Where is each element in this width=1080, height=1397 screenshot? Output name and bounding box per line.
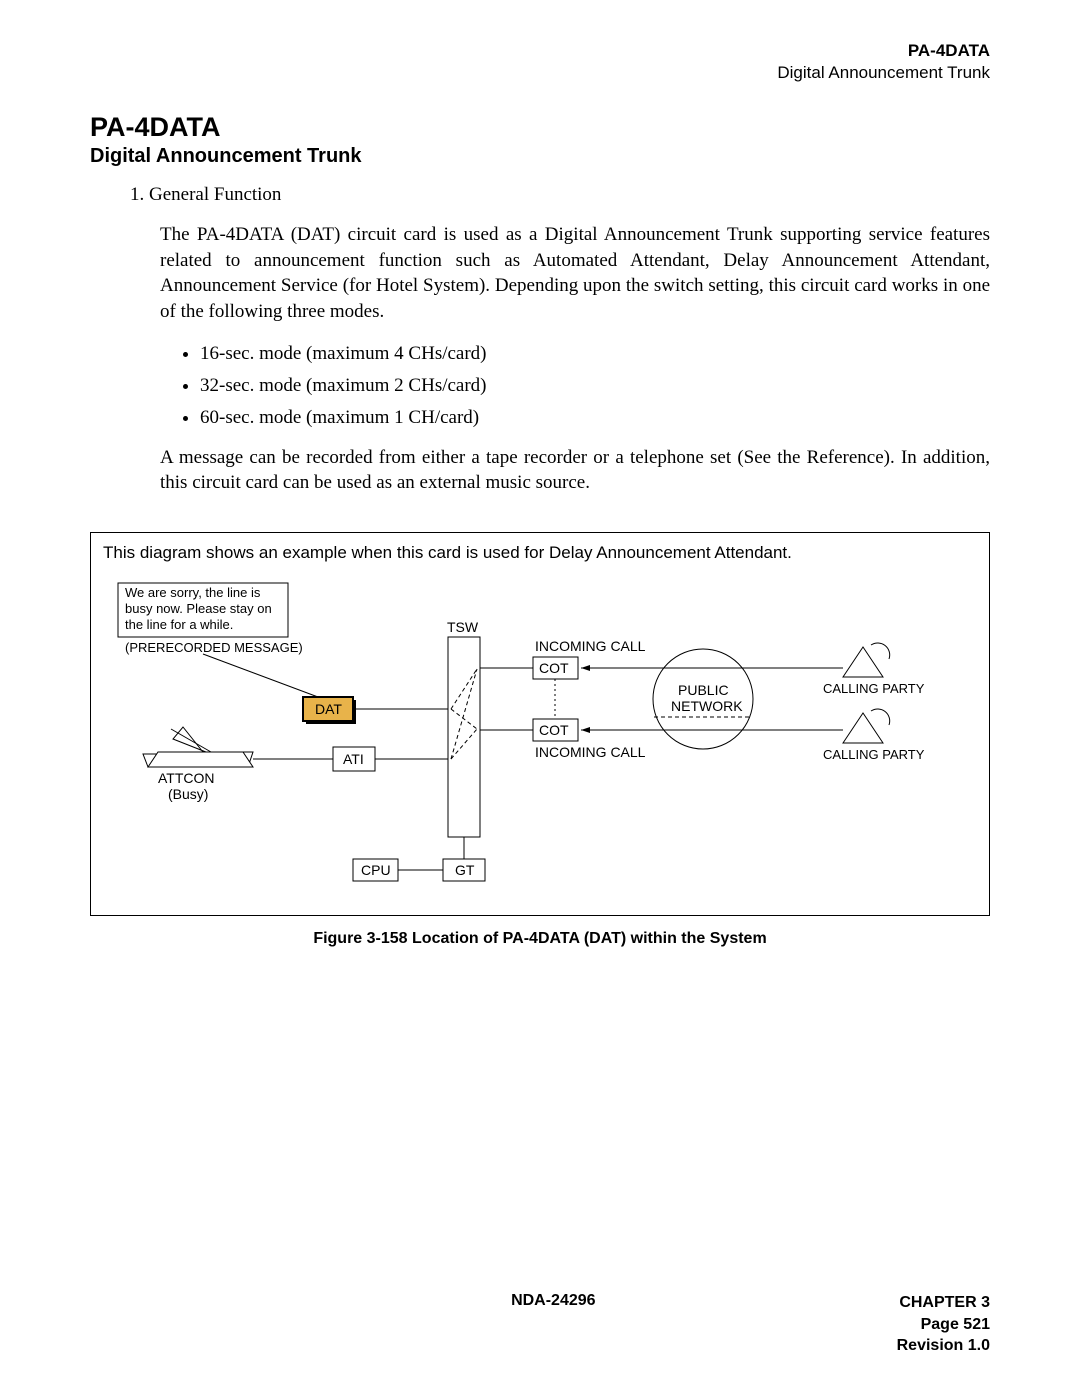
page-footer: NDA-24296 CHAPTER 3 Page 521 Revision 1.… [90, 1292, 990, 1357]
list-item: 32-sec. mode (maximum 2 CHs/card) [200, 375, 990, 397]
cot-label-1: COT [539, 660, 569, 676]
msg-line3: the line for a while. [125, 617, 233, 632]
gt-label: GT [455, 862, 475, 878]
para-2: A message can be recorded from either a … [160, 445, 990, 496]
header-code: PA-4DATA [908, 41, 990, 60]
tsw-label: TSW [447, 619, 479, 635]
ati-label: ATI [343, 751, 364, 767]
page-header: PA-4DATA Digital Announcement Trunk [90, 40, 990, 84]
dat-label: DAT [315, 701, 342, 717]
para-1: The PA-4DATA (DAT) circuit card is used … [160, 222, 990, 325]
cpu-label: CPU [361, 862, 391, 878]
footer-rev: Revision 1.0 [897, 1337, 990, 1354]
msg-line2: busy now. Please stay on [125, 601, 272, 616]
public-label: PUBLIC [678, 682, 729, 698]
calling-2: CALLING PARTY [823, 747, 925, 762]
incoming-2: INCOMING CALL [535, 744, 646, 760]
incoming-1: INCOMING CALL [535, 638, 646, 654]
section-heading: 1. General Function [130, 184, 990, 206]
header-desc: Digital Announcement Trunk [777, 63, 990, 82]
page-title: PA-4DATA [90, 112, 990, 143]
diagram-intro: This diagram shows an example when this … [103, 543, 977, 563]
list-item: 60-sec. mode (maximum 1 CH/card) [200, 407, 990, 429]
diagram-frame: This diagram shows an example when this … [90, 532, 990, 916]
footer-chapter: CHAPTER 3 [899, 1294, 990, 1311]
page-subtitle: Digital Announcement Trunk [90, 145, 990, 168]
attcon-label: ATTCON [158, 770, 215, 786]
phone-icon [843, 643, 890, 677]
msg-line1: We are sorry, the line is [125, 585, 261, 600]
footer-doc: NDA-24296 [210, 1292, 897, 1357]
network-label: NETWORK [671, 698, 743, 714]
footer-page: Page 521 [921, 1316, 990, 1333]
cot-label-2: COT [539, 722, 569, 738]
list-item: 16-sec. mode (maximum 4 CHs/card) [200, 343, 990, 365]
title-block: PA-4DATA Digital Announcement Trunk [90, 112, 990, 168]
phone-icon [843, 709, 890, 743]
busy-label: (Busy) [168, 786, 208, 802]
calling-1: CALLING PARTY [823, 681, 925, 696]
system-diagram: We are sorry, the line is busy now. Plea… [103, 567, 973, 897]
prerec-label: (PRERECORDED MESSAGE) [125, 640, 303, 655]
figure-caption: Figure 3-158 Location of PA-4DATA (DAT) … [90, 930, 990, 948]
modes-list: 16-sec. mode (maximum 4 CHs/card) 32-sec… [200, 343, 990, 429]
